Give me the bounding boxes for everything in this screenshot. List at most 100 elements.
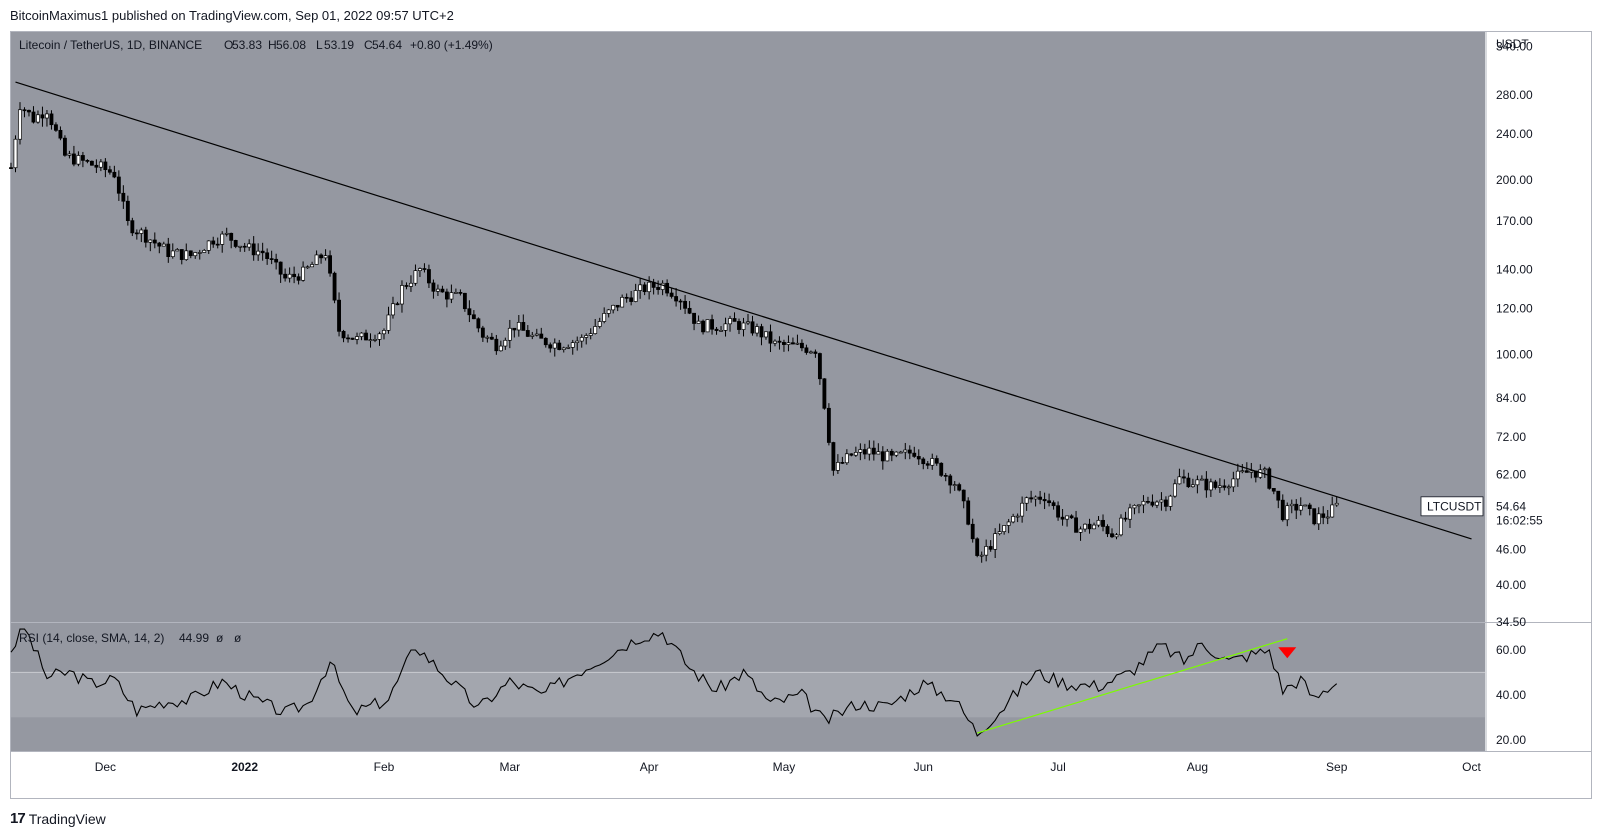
candle-body [148, 239, 153, 243]
candle-body [1020, 502, 1025, 517]
candle [1159, 492, 1164, 511]
candle [215, 237, 220, 249]
candle [1321, 506, 1326, 525]
candle [161, 241, 166, 247]
candle [265, 248, 270, 265]
candle-body [1096, 519, 1101, 526]
time-axis[interactable]: Dec 2022 Feb Mar Apr May Jun Jul Aug Sep Oct [95, 760, 1482, 774]
candle [844, 449, 849, 465]
candle [1195, 475, 1200, 494]
candle [206, 240, 211, 254]
candle-body [1101, 519, 1105, 527]
candle [418, 267, 422, 277]
candle-body [1303, 504, 1308, 507]
candle-body [696, 320, 701, 324]
candle-body [561, 347, 566, 350]
candle [853, 446, 858, 457]
candle [539, 327, 544, 339]
candle [498, 340, 503, 352]
candle-body [319, 254, 324, 259]
tradingview-logo[interactable]: 17 TradingView [10, 810, 106, 827]
candle [170, 243, 175, 259]
candle-body [952, 484, 957, 486]
candle [471, 310, 476, 320]
candle-body [934, 458, 939, 464]
candle [1244, 462, 1249, 473]
candle-body [485, 336, 490, 339]
candle-body [247, 243, 252, 248]
candle-body [1208, 481, 1213, 491]
candle [1074, 510, 1078, 533]
candle-body [328, 255, 332, 274]
candle [759, 323, 764, 346]
candle [292, 266, 297, 284]
candle-body [773, 340, 777, 344]
candle-body [143, 229, 148, 243]
candle [930, 453, 935, 470]
time-tick-label: Aug [1187, 760, 1208, 774]
candle [525, 325, 530, 338]
candle-body [786, 342, 791, 345]
candle-body [467, 308, 472, 316]
candle-body [1128, 507, 1132, 520]
candle [521, 314, 526, 331]
candle [274, 253, 279, 270]
candle-body [961, 489, 966, 502]
candle-body [876, 451, 881, 455]
candle-body [916, 456, 921, 460]
candle [1078, 526, 1083, 541]
candle-body [759, 326, 764, 338]
rsi-ascending-trendline[interactable] [977, 638, 1288, 734]
candle-body [1056, 505, 1061, 518]
candle [638, 277, 643, 299]
last-price-tag[interactable]: LTCUSDT 54.64 16:02:55 [1420, 496, 1553, 529]
open-label: O [224, 38, 233, 52]
candle [606, 308, 611, 318]
candle [1199, 475, 1204, 481]
candle [107, 165, 112, 175]
candle [314, 250, 319, 265]
candle-body [45, 113, 49, 119]
candle-body [1087, 523, 1092, 530]
candle [570, 339, 575, 355]
candle-body [939, 462, 944, 476]
price-axis[interactable] [1486, 32, 1591, 751]
descending-trendline[interactable] [15, 81, 1472, 540]
candle-body [1231, 478, 1236, 488]
candle [934, 455, 939, 466]
candle-body [512, 327, 517, 331]
candle-body [1114, 534, 1119, 538]
candle [1240, 464, 1245, 474]
candle-body [1330, 504, 1335, 518]
candle-body [116, 176, 121, 194]
rsi-tick-label: 60.00 [1496, 643, 1526, 657]
candle-body [1262, 468, 1267, 471]
candle-body [507, 327, 512, 341]
candle [435, 284, 440, 296]
candle-body [597, 321, 602, 327]
candle-body [543, 337, 548, 346]
price-pane[interactable] [11, 32, 1485, 622]
candle [894, 451, 899, 458]
candle [480, 325, 485, 342]
candle [139, 227, 144, 243]
candle-body [1029, 497, 1034, 500]
candle [328, 250, 332, 277]
ohlc-legend: O 53.83 H 56.08 L 53.19 C 54.64 +0.80 (+… [224, 38, 493, 52]
candle-body [274, 258, 279, 263]
candle [1092, 522, 1096, 530]
candle [319, 253, 324, 264]
candle [166, 237, 171, 263]
candle [975, 537, 980, 558]
candle [476, 317, 481, 333]
candle-body [1181, 476, 1186, 479]
change-value: +0.80 (+1.49%) [410, 38, 493, 52]
candle-body [1051, 502, 1056, 507]
candle [678, 298, 683, 310]
time-tick-label: Mar [499, 760, 520, 774]
candle-body [1047, 500, 1052, 504]
price-tick-label: 140.00 [1496, 263, 1533, 277]
price-tag-countdown: 16:02:55 [1496, 513, 1543, 527]
candle-body [134, 232, 139, 235]
